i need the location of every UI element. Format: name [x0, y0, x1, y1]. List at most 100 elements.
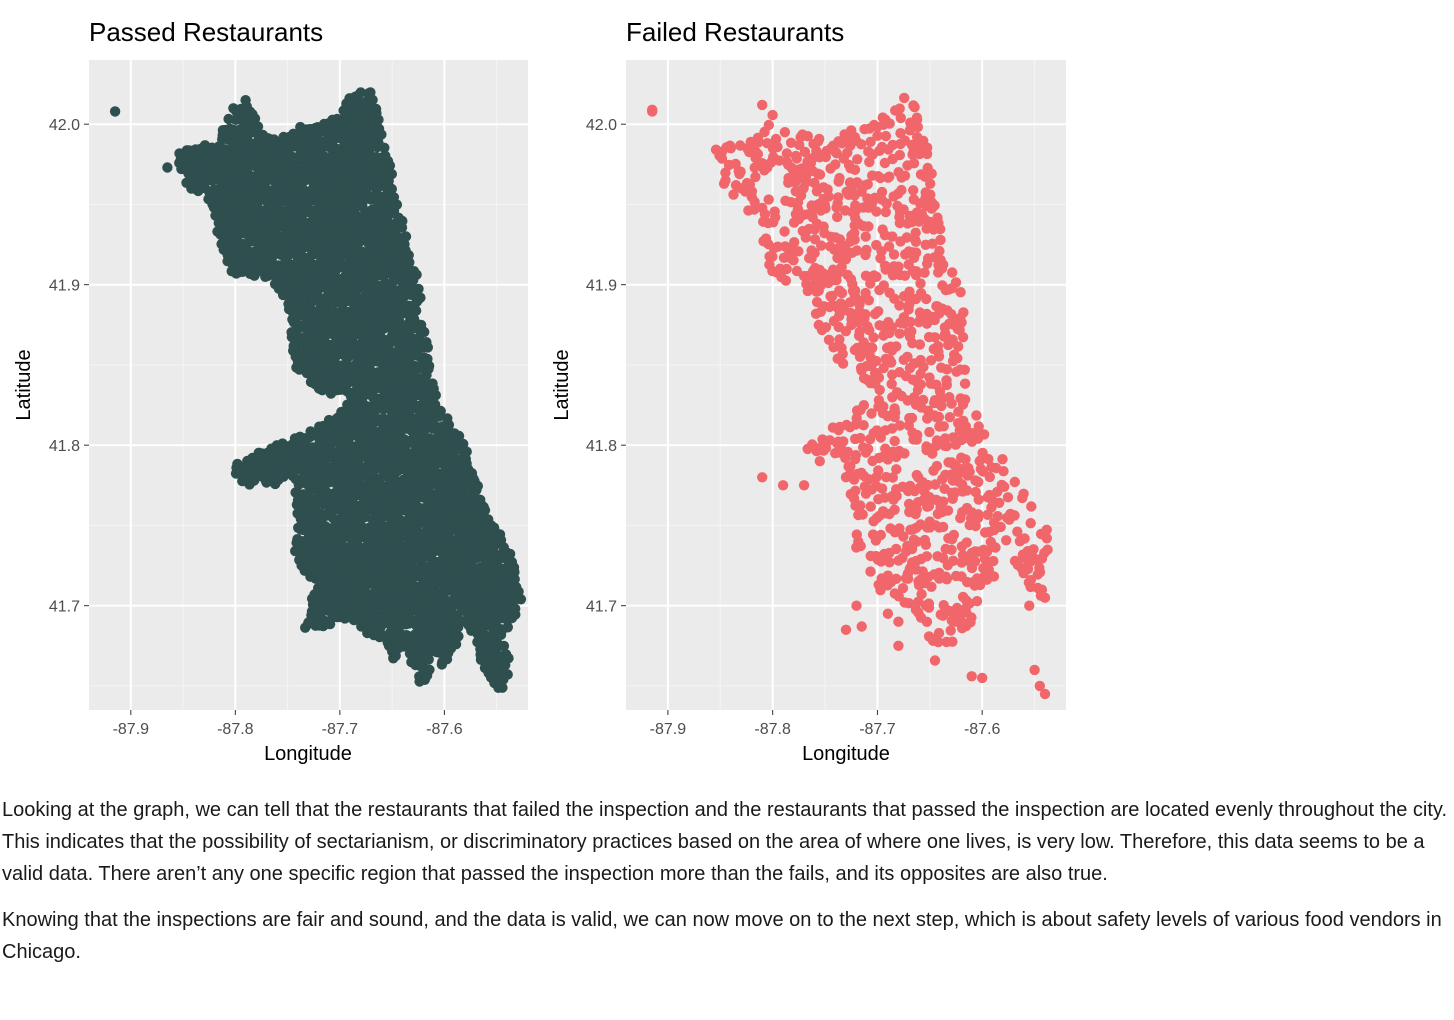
- data-point: [920, 187, 931, 198]
- data-point: [791, 265, 803, 277]
- data-point: [857, 509, 868, 520]
- data-point: [910, 227, 921, 238]
- data-point: [894, 367, 905, 378]
- data-point: [924, 372, 935, 383]
- data-point: [919, 267, 930, 278]
- data-point: [903, 598, 915, 609]
- data-point: [911, 469, 922, 481]
- data-point: [781, 263, 792, 275]
- data-point: [893, 640, 904, 651]
- data-point: [838, 436, 849, 447]
- data-point: [919, 534, 931, 546]
- data-point: [946, 544, 957, 555]
- chart-title: Passed Restaurants: [89, 17, 323, 47]
- data-point: [488, 522, 500, 533]
- data-point: [735, 140, 746, 151]
- data-point: [908, 185, 919, 196]
- data-point: [924, 426, 935, 438]
- data-point: [390, 476, 401, 487]
- y-tick-label: 41.9: [586, 278, 617, 295]
- data-point: [851, 600, 862, 611]
- data-point: [1042, 544, 1053, 555]
- data-point: [950, 277, 962, 288]
- failed-restaurants-plot: Failed Restaurants -87.9 -87.8 -87.7 -87.6 4…: [551, 17, 1066, 765]
- data-point: [889, 504, 900, 515]
- data-point: [931, 460, 943, 472]
- data-point: [510, 603, 521, 614]
- data-point: [876, 483, 888, 494]
- data-point: [914, 339, 926, 350]
- data-point: [889, 403, 900, 414]
- data-point: [994, 497, 1005, 508]
- data-point: [880, 130, 892, 142]
- data-point: [833, 192, 844, 203]
- data-point: [760, 233, 772, 244]
- data-point: [307, 469, 318, 480]
- data-point: [884, 354, 895, 366]
- data-point: [933, 627, 945, 639]
- data-point: [504, 548, 516, 560]
- data-point: [342, 399, 353, 410]
- data-point: [416, 435, 428, 446]
- data-point: [834, 172, 845, 184]
- data-point: [1025, 518, 1036, 529]
- data-point: [910, 247, 922, 258]
- data-point: [923, 631, 935, 642]
- data-point: [1018, 488, 1029, 499]
- data-point: [500, 649, 512, 660]
- data-point: [1026, 501, 1037, 512]
- data-point: [877, 224, 888, 235]
- data-point: [494, 529, 506, 540]
- data-point: [911, 112, 923, 123]
- x-tick-label: -87.6: [426, 721, 463, 738]
- data-point: [254, 239, 265, 250]
- data-point: [846, 125, 857, 136]
- data-point: [780, 275, 792, 286]
- paragraph: Looking at the graph, we can tell that t…: [2, 799, 1447, 885]
- data-point: [891, 341, 902, 352]
- data-point: [977, 672, 988, 684]
- data-point: [860, 309, 871, 320]
- data-point: [763, 119, 774, 131]
- data-point: [502, 622, 513, 633]
- data-point: [835, 298, 846, 309]
- y-tick-label: 41.7: [586, 599, 617, 616]
- data-point: [413, 283, 424, 295]
- analysis-text: Looking at the graph, we can tell that t…: [2, 794, 1450, 982]
- data-point: [893, 261, 904, 272]
- data-point: [814, 133, 825, 145]
- data-point: [1024, 600, 1035, 611]
- data-point: [921, 551, 932, 562]
- y-tick-label: 41.8: [49, 438, 80, 455]
- data-point: [779, 226, 790, 237]
- data-point: [788, 255, 799, 266]
- data-point: [370, 103, 382, 115]
- data-point: [400, 231, 412, 242]
- data-point: [938, 421, 949, 432]
- data-point: [802, 131, 813, 142]
- data-point: [791, 153, 802, 164]
- data-point: [908, 158, 920, 169]
- data-point: [449, 428, 460, 439]
- data-point: [466, 468, 478, 479]
- data-point: [860, 231, 871, 242]
- points-layer: [109, 87, 527, 693]
- data-point: [935, 254, 946, 266]
- data-point: [950, 616, 962, 627]
- data-point: [956, 571, 967, 582]
- data-point: [730, 180, 742, 191]
- data-point: [902, 351, 913, 362]
- data-point: [767, 109, 778, 121]
- data-point: [469, 475, 480, 487]
- data-point: [483, 514, 494, 525]
- data-point: [422, 353, 433, 365]
- y-tick-label: 42.0: [586, 117, 617, 134]
- data-point: [948, 529, 959, 541]
- data-point: [977, 447, 988, 459]
- data-point: [109, 106, 121, 117]
- data-point: [880, 443, 891, 454]
- data-point: [878, 280, 889, 291]
- data-point: [929, 332, 941, 343]
- data-point: [891, 543, 902, 555]
- data-point: [966, 612, 977, 623]
